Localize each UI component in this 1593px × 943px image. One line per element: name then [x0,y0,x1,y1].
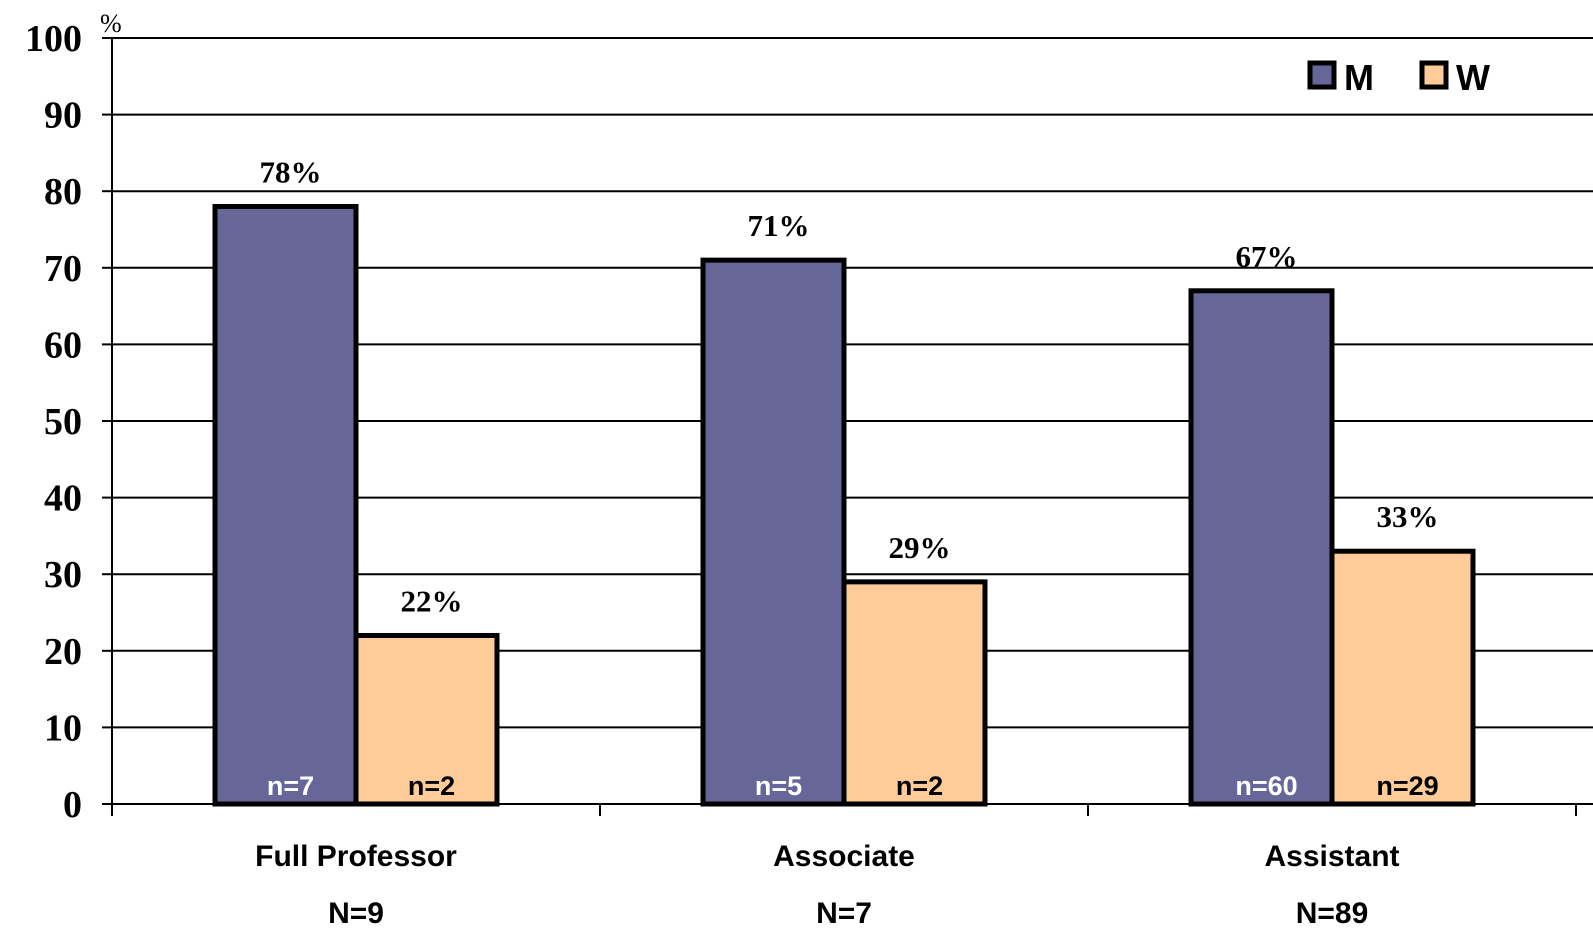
y-tick-label: 60 [44,324,82,366]
bar-w-2 [1329,548,1476,807]
bar-m-1 [700,257,847,807]
bar-count-label: n=5 [755,771,802,801]
axes [102,37,1593,816]
bar-count-label: n=2 [408,771,455,801]
legend-label-w: W [1456,57,1490,98]
bar-value-label: 67% [1236,239,1298,274]
x-tick-label: Assistant [1264,840,1399,873]
legend-label-m: M [1344,57,1374,98]
y-tick-label: 50 [44,401,82,443]
y-tick-label: 70 [44,248,82,290]
bar-count-label: n=2 [896,771,943,801]
y-tick-label: 10 [44,707,82,749]
y-tick-label: 40 [44,478,82,520]
bar-value-label: 33% [1377,499,1439,534]
bar-w-1 [841,579,988,807]
category-total-label: N=9 [328,897,384,930]
bar-value-label: 29% [889,530,951,565]
legend-swatch-m [1307,60,1337,90]
bar-count-label: n=60 [1235,771,1297,801]
y-axis-label: % [100,9,122,38]
bar-count-label: n=7 [267,771,314,801]
y-tick-label: 20 [44,631,82,673]
bars [212,204,1476,807]
y-tick-label: 100 [25,18,82,60]
y-tick-label: 80 [44,171,82,213]
bar-m-0 [212,204,359,807]
bar-count-label: n=29 [1376,771,1438,801]
y-tick-label: 90 [44,95,82,137]
legend-swatch-w [1419,60,1449,90]
category-total-label: N=89 [1296,897,1369,930]
x-tick-label: Full Professor [255,840,457,873]
labels: 0 10 20 30 40 50 60 70 80 90 100 % 78% n=7 22% n=2 Full … [25,9,1439,930]
bar-m-2 [1188,288,1335,807]
bar-value-label: 71% [748,208,810,243]
category-total-label: N=7 [816,897,872,930]
x-tick-label: Associate [773,840,915,873]
y-tick-label: 0 [63,784,82,826]
y-tick-label: 30 [44,554,82,596]
bar-value-label: 78% [260,155,322,190]
bar-value-label: 22% [401,583,463,618]
bar-w-0 [353,632,500,807]
